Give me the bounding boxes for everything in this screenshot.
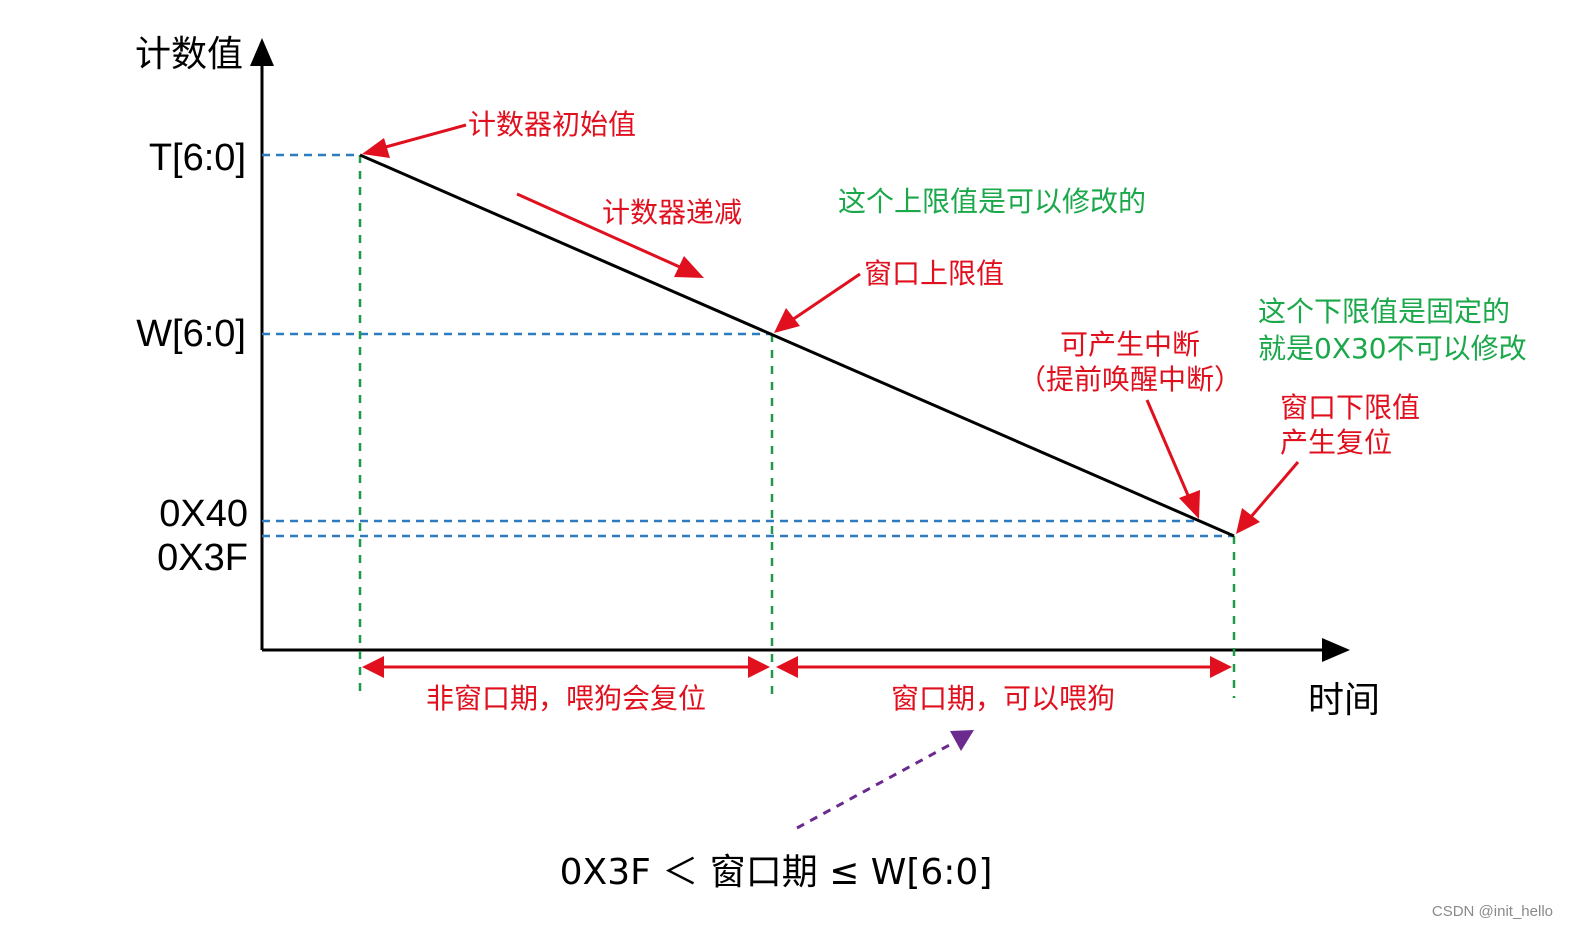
label-early-interrupt-line2: （提前唤醒中断） [1018,363,1242,396]
y-axis-arrowhead [250,38,274,66]
arrowhead-decrement [674,256,704,278]
arrowhead-early-interrupt [1179,490,1200,519]
note-lower-limit-line1: 这个下限值是固定的 [1258,295,1510,328]
label-non-window-period: 非窗口期，喂狗会复位 [426,682,706,715]
note-upper-limit: 这个上限值是可以修改的 [838,185,1146,218]
x-axis-arrowhead [1322,638,1350,662]
arrow-window-upper [791,272,861,322]
arrow-formula [796,740,956,830]
label-window-upper: 窗口上限值 [864,257,1004,290]
arrowhead-formula [950,730,974,751]
ylabel-w: W[6:0] [136,313,246,355]
arrow-early-interrupt [1145,399,1192,501]
arrowhead-initial-value [362,138,390,158]
span-non-window-left-head [362,656,384,678]
arrow-initial-value [381,123,467,150]
label-window-lower-line1: 窗口下限值 [1280,391,1420,424]
span-window-left-head [776,656,798,678]
formula: 0X3F ＜ 窗口期 ≤ W[6:0] [560,852,993,893]
arrowhead-window-lower [1236,508,1260,534]
span-non-window-right-head [748,656,770,678]
span-window-right-head [1210,656,1232,678]
y-axis-title: 计数值 [135,34,243,75]
arrow-window-lower [1248,461,1300,519]
arrow-decrement [516,192,683,270]
label-early-interrupt-line1: 可产生中断 [1060,328,1200,361]
ylabel-0x3f: 0X3F [157,537,248,579]
ylabel-t: T[6:0] [149,137,246,179]
watermark: CSDN @init_hello [1432,903,1553,920]
arrowhead-window-upper [774,308,800,333]
label-window-lower-line2: 产生复位 [1280,426,1392,459]
label-decrement: 计数器递减 [602,196,742,229]
ylabel-0x40: 0X40 [159,493,248,535]
note-lower-limit-line2: 就是0X30不可以修改 [1258,332,1527,365]
counter-line [359,153,1235,538]
label-initial-value: 计数器初始值 [468,108,636,141]
label-window-period: 窗口期，可以喂狗 [891,682,1115,715]
x-axis-title: 时间 [1308,680,1380,721]
